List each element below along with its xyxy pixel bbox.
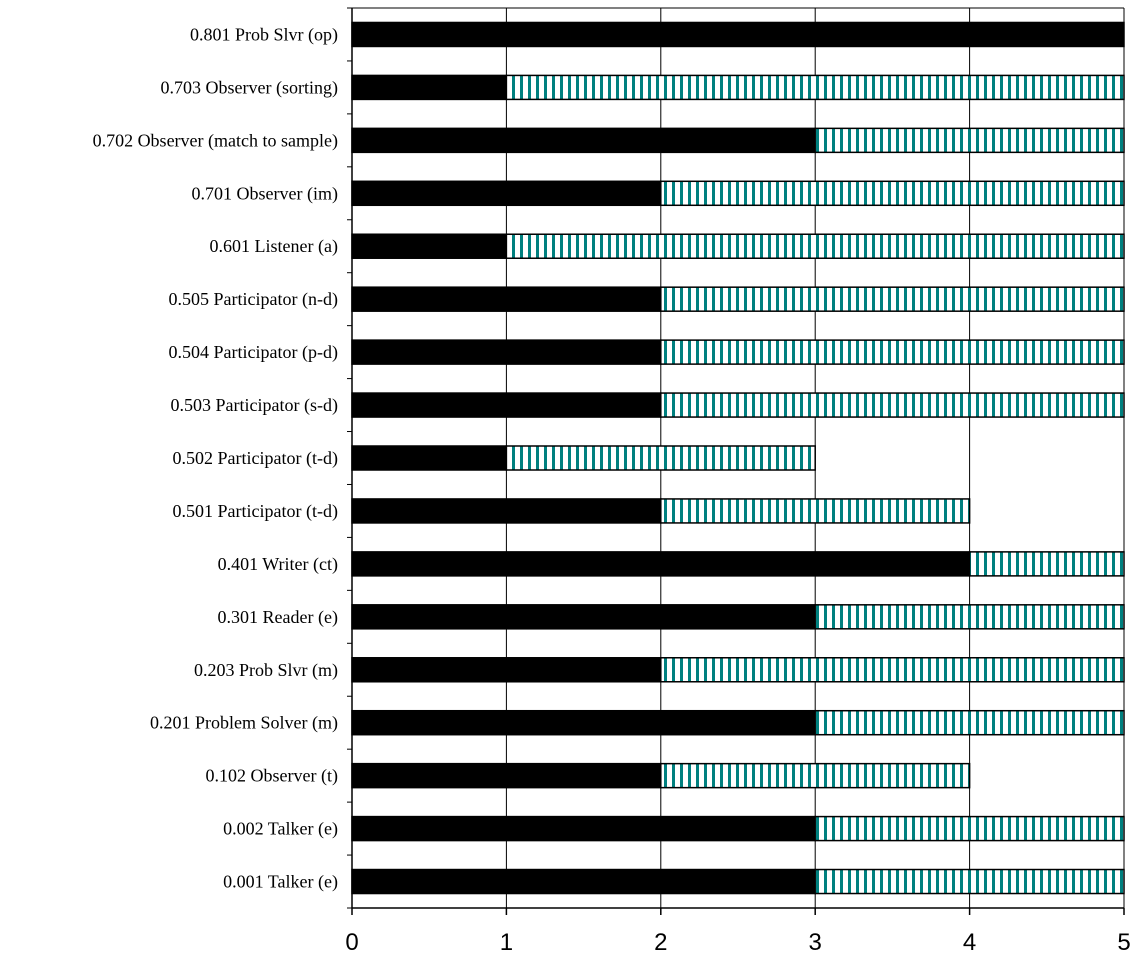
bar-segment-solid [351,815,816,842]
bar-segment-striped [660,392,1125,418]
bar-segment-striped [814,604,1125,630]
x-tick-labels: 0 1 2 3 4 5 [345,929,1130,956]
bar-segment-striped [814,709,1125,736]
bar-segment-solid [351,445,508,471]
bar-segment-striped [660,762,971,789]
bar-segment-striped [814,815,1125,842]
bar-segment-solid [351,339,662,365]
x-tick-label: 3 [809,929,822,956]
bar-segment-striped [660,339,1125,365]
bar-segment-solid [351,74,508,101]
category-labels: 0.801 Prob Slvr (op) 0.703 Observer (sort… [93,24,338,892]
category-label: 0.001 Talker (e) [223,872,338,893]
bar-segment-solid [351,233,508,259]
bar-segment-solid [351,657,662,683]
category-label: 0.201 Problem Solver (m) [150,713,338,734]
bar-segment-solid [351,180,662,207]
bar-segment-solid [351,127,816,154]
bar-segment-solid [351,762,662,789]
x-tick-label: 1 [500,929,513,956]
category-label: 0.203 Prob Slvr (m) [194,660,338,681]
x-tick-label: 5 [1117,929,1130,956]
category-label: 0.504 Participator (p-d) [169,342,338,363]
bar-segment-striped [660,657,1125,683]
bar-segment-striped [814,868,1125,895]
bar-segment-striped [660,498,971,524]
x-tick-label: 4 [963,929,976,956]
category-label: 0.702 Observer (match to sample) [93,130,338,151]
bar-segment-striped [505,445,816,471]
category-label: 0.503 Participator (s-d) [171,395,338,416]
category-label: 0.505 Participator (n-d) [169,289,338,310]
category-label: 0.401 Writer (ct) [218,554,338,575]
category-label: 0.701 Observer (im) [192,183,338,204]
bar-segment-striped [814,127,1125,154]
x-tick-label: 0 [345,929,358,956]
category-label: 0.601 Listener (a) [210,236,338,257]
x-tick-label: 2 [654,929,667,956]
category-label: 0.301 Reader (e) [218,607,338,628]
bar-segment-striped [660,180,1125,207]
bar-segment-striped [505,233,1125,259]
bar-segment-solid [351,551,971,577]
axes [347,7,1125,915]
bar-segment-solid [351,392,662,418]
bar-segment-striped [660,286,1125,312]
category-label: 0.501 Participator (t-d) [173,501,338,522]
bar-segment-solid [351,604,816,630]
bar-segment-solid [351,868,816,895]
bars [351,21,1125,895]
category-label: 0.703 Observer (sorting) [161,77,338,98]
bar-segment-solid [351,709,816,736]
bar-segment-solid [351,498,662,524]
category-label: 0.002 Talker (e) [223,819,338,840]
category-label: 0.801 Prob Slvr (op) [190,24,338,45]
bar-segment-solid [351,286,662,312]
category-label: 0.102 Observer (t) [206,766,338,787]
category-label: 0.502 Participator (t-d) [173,448,338,469]
bar-segment-solid [351,21,1125,48]
bar-segment-striped [505,74,1125,101]
bar-segment-striped [968,551,1125,577]
